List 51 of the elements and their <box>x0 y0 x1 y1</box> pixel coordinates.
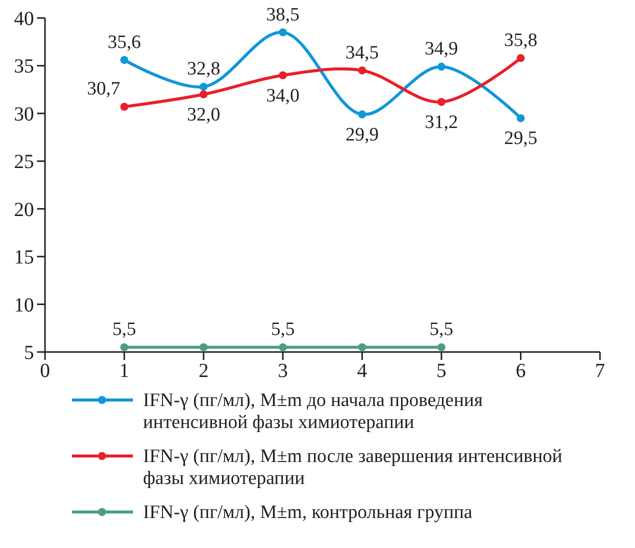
x-tick-label: 2 <box>198 360 209 382</box>
x-tick-label: 1 <box>119 360 130 382</box>
data-label: 30,7 <box>87 78 120 100</box>
data-label: 34,0 <box>266 85 300 106</box>
legend-label: IFN-γ (пг/мл), M±m до начала проведения интенсивной фазы химиотерапии <box>143 390 484 433</box>
data-label: 34,9 <box>424 38 458 60</box>
data-label: 32,8 <box>186 58 220 80</box>
y-tick-label: 15 <box>14 246 34 269</box>
point <box>120 343 128 352</box>
data-label: 35,8 <box>504 30 538 52</box>
point <box>278 28 287 36</box>
x-tick-label: 5 <box>436 360 446 382</box>
data-label: 38,5 <box>266 4 300 26</box>
legend-label: IFN-γ (пг/мл), M±m, контрольная группа <box>143 502 473 523</box>
x-tick-label: 6 <box>516 360 526 382</box>
point <box>358 66 366 74</box>
data-label: 31,2 <box>424 112 458 133</box>
point <box>516 114 525 122</box>
x-tick-label: 4 <box>357 360 368 382</box>
data-label: 32,0 <box>186 104 220 126</box>
data-label: 29,9 <box>346 124 379 146</box>
point <box>120 56 128 64</box>
y-tick-label: 5 <box>24 342 34 364</box>
x-tick-label: 3 <box>278 360 288 382</box>
y-tick-label: 30 <box>14 103 34 126</box>
y-tick-label: 40 <box>14 8 34 30</box>
x-tick-label: 0 <box>40 360 50 382</box>
point <box>200 82 208 91</box>
point <box>278 343 287 352</box>
y-tick-label: 20 <box>14 198 34 221</box>
data-label: 34,5 <box>346 42 379 64</box>
point <box>200 343 208 352</box>
x-tick-label: 7 <box>595 360 605 382</box>
point <box>516 54 525 62</box>
point <box>358 110 366 118</box>
point <box>437 343 446 352</box>
point <box>437 62 446 71</box>
data-label: 5,5 <box>112 319 136 340</box>
point <box>120 102 128 111</box>
data-label: 29,5 <box>504 128 538 150</box>
point <box>437 98 446 106</box>
point <box>278 71 287 80</box>
data-label: 5,5 <box>430 319 454 340</box>
data-label: 5,5 <box>270 319 295 340</box>
y-tick-label: 25 <box>14 151 34 174</box>
y-tick-label: 10 <box>14 294 34 316</box>
point <box>200 90 208 98</box>
point <box>358 343 366 352</box>
data-label: 35,6 <box>108 32 141 53</box>
legend-label: IFN-γ (пг/мл), M±m после завершения интенсивной фазы химиотерапии <box>143 446 562 489</box>
y-tick-label: 35 <box>14 56 34 78</box>
